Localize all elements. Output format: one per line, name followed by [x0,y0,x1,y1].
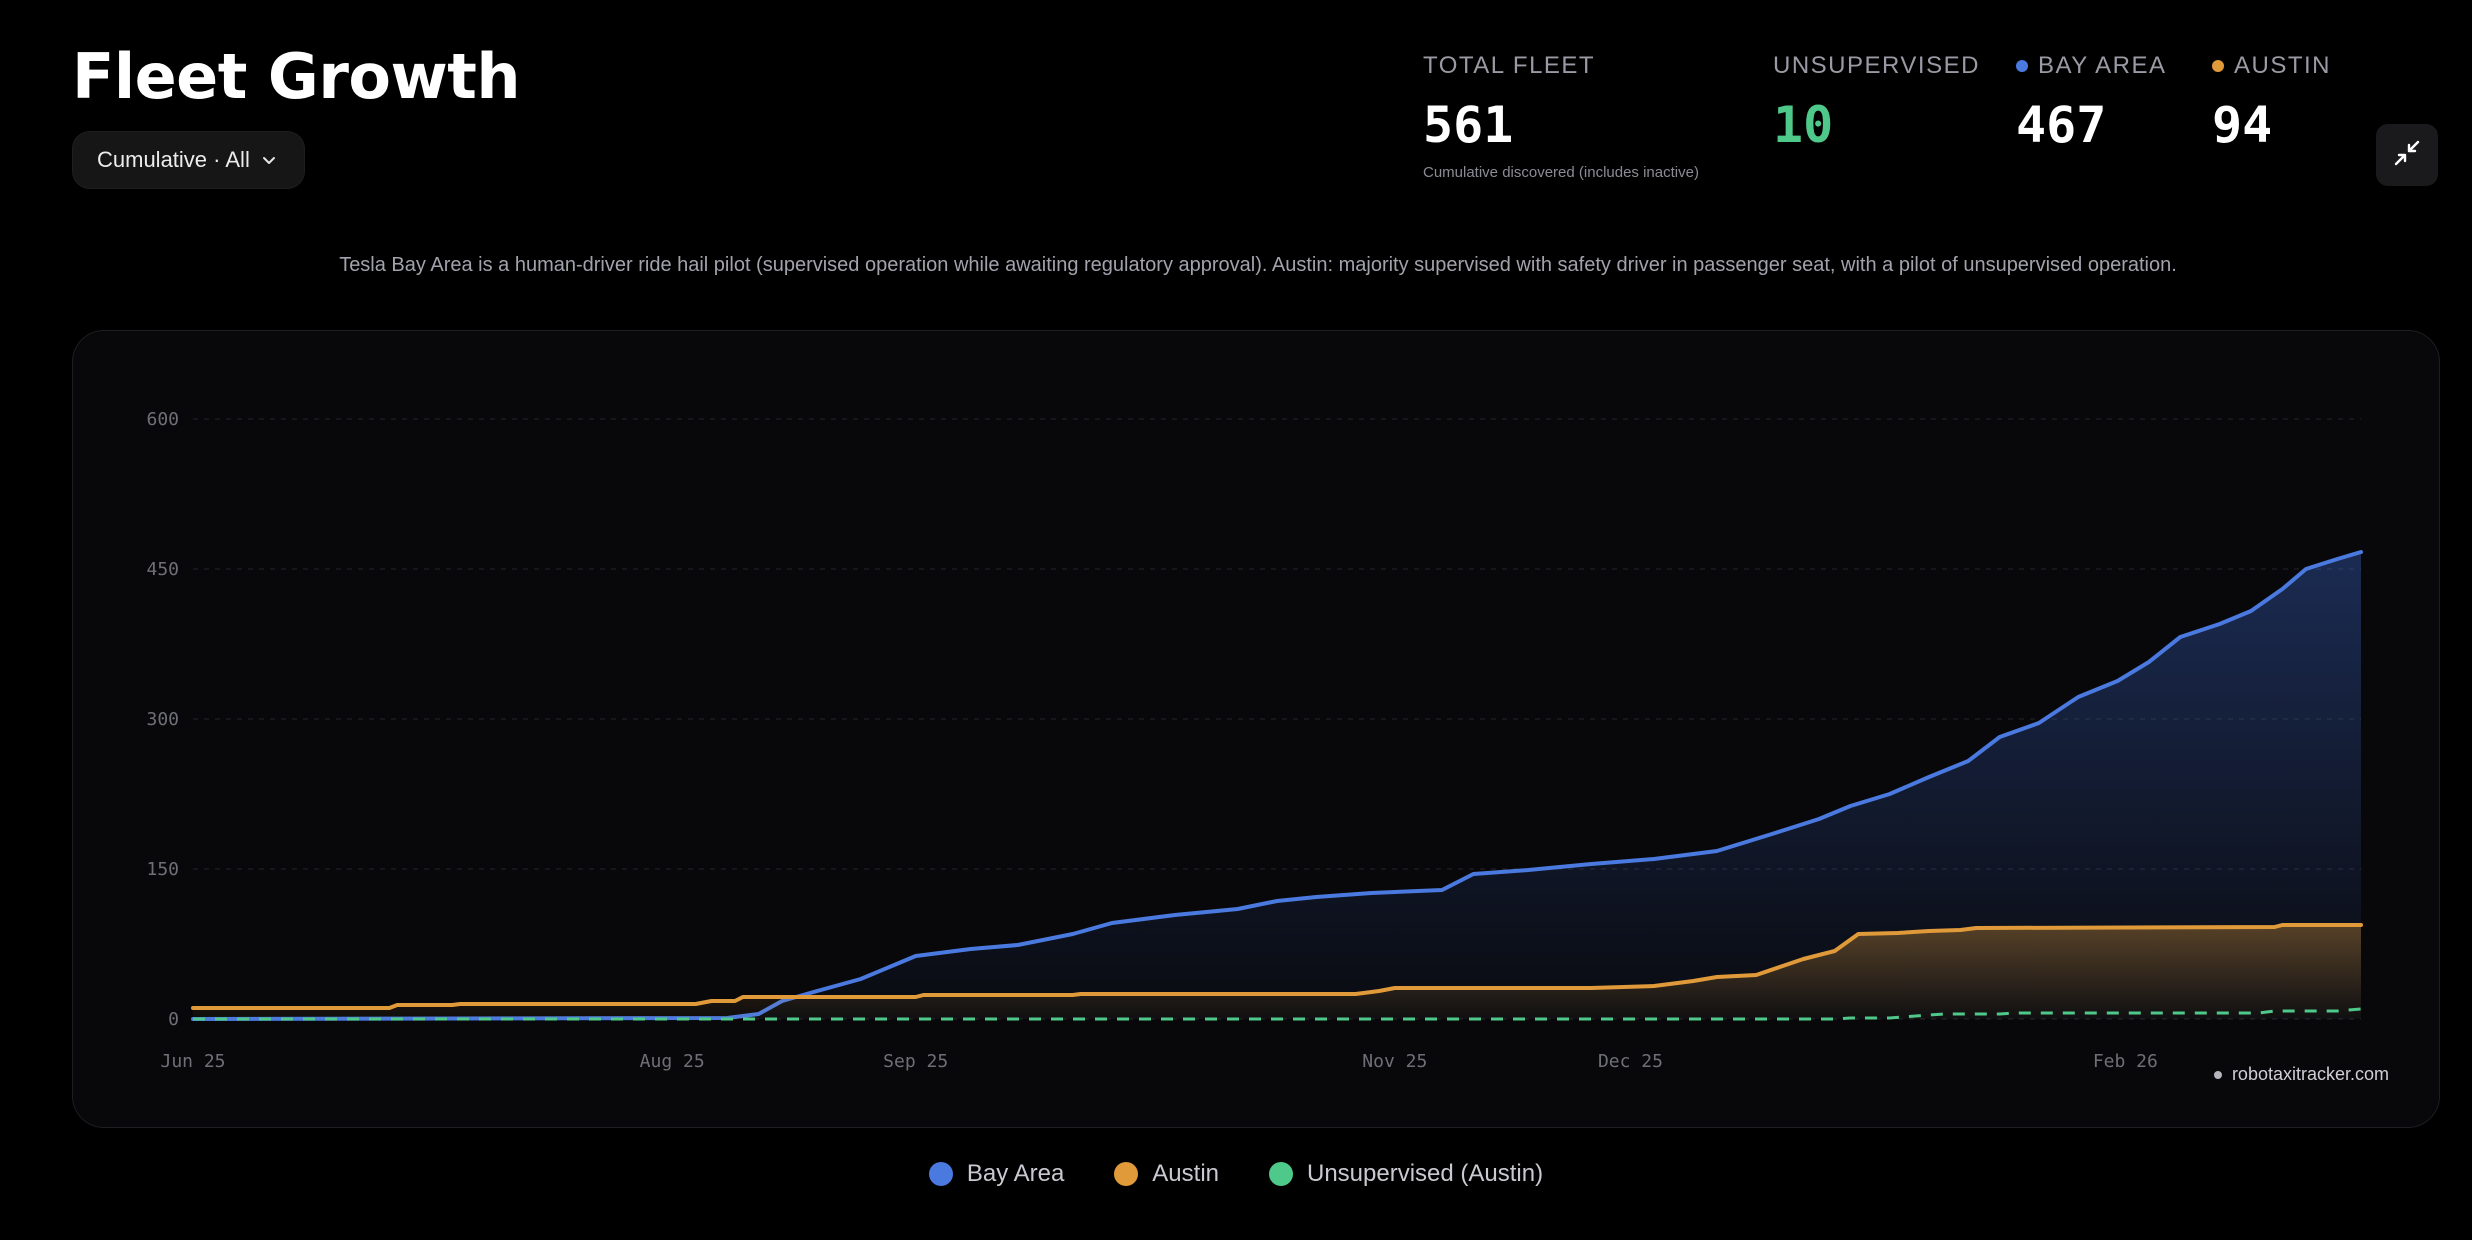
stat-bay-area: BAY AREA 467 [2016,52,2167,150]
x-tick-label: Dec 25 [1598,1051,1663,1072]
series-line-austin [191,923,2363,1010]
watermark-text: robotaxitracker.com [2231,1064,2389,1084]
stat-austin-value: 94 [2212,96,2273,154]
legend-item-austin[interactable]: Austin [1114,1160,1219,1188]
stat-total-value: 561 [1423,96,1514,154]
series-area-bay [193,552,2361,1019]
stat-austin: AUSTIN 94 [2212,52,2331,150]
bay-area-dot [2016,60,2028,72]
stat-total-label: TOTAL FLEET [1423,52,1596,79]
x-tick-label: Feb 26 [2093,1051,2158,1072]
y-tick-label: 150 [146,859,179,880]
series-line-bay [191,550,2363,1021]
fleet-growth-chart: 0 150 300 450 600 Jun 25 Aug 25 Sep 25 Nov 25 De… [146,409,2363,1072]
x-tick-label: Sep 25 [883,1051,948,1072]
legend-label-unsupervised: Unsupervised (Austin) [1307,1160,1544,1187]
y-tick-label: 450 [146,559,179,580]
austin-dot [2212,60,2224,72]
chart-note: Tesla Bay Area is a human-driver ride ha… [339,254,2177,276]
stat-unsupervised-value: 10 [1773,96,1834,154]
stat-total-fleet: TOTAL FLEET 561 Cumulative discovered (i… [1423,52,1699,181]
view-mode-select[interactable]: Cumulative · All [72,131,305,189]
stat-unsupervised: UNSUPERVISED 10 [1773,52,1980,150]
legend-dot-unsupervised [1269,1162,1293,1186]
collapse-icon [2392,138,2422,173]
legend-label-bay-area: Bay Area [966,1160,1065,1187]
legend-item-bay-area[interactable]: Bay Area [928,1160,1065,1188]
stat-bay-label: BAY AREA [2038,52,2167,79]
legend-dot-austin [1114,1162,1139,1186]
legend-dot-bay-area [928,1162,953,1186]
y-tick-label: 0 [168,1009,179,1030]
view-mode-label: Cumulative · All [97,147,250,172]
collapse-button[interactable] [2376,124,2438,186]
x-tick-label: Aug 25 [640,1051,705,1072]
stat-total-sub: Cumulative discovered (includes inactive… [1423,164,1699,181]
legend-item-unsupervised[interactable]: Unsupervised (Austin) [1269,1160,1543,1188]
x-tick-label: Jun 25 [160,1051,225,1072]
series-line-unsupervised [193,1007,2362,1021]
series-area-austin [193,925,2361,1019]
stat-unsupervised-label: UNSUPERVISED [1773,52,1980,79]
chart-card: 0 150 300 450 600 Jun 25 Aug 25 Sep 25 Nov 25 De… [72,330,2440,1128]
page-title: Fleet Growth [72,40,521,113]
watermark-dot [2213,1070,2222,1079]
stat-bay-value: 467 [2016,96,2107,154]
x-tick-label: Nov 25 [1362,1051,1427,1072]
y-tick-label: 300 [146,709,179,730]
chart-legend: Bay Area Austin Unsupervised (Austin) [0,1160,2472,1188]
stat-austin-label: AUSTIN [2234,52,2332,79]
watermark: robotaxitracker.com [2213,1064,2389,1085]
y-tick-label: 600 [146,409,179,430]
legend-label-austin: Austin [1152,1160,1219,1187]
chevron-down-icon [260,151,278,169]
